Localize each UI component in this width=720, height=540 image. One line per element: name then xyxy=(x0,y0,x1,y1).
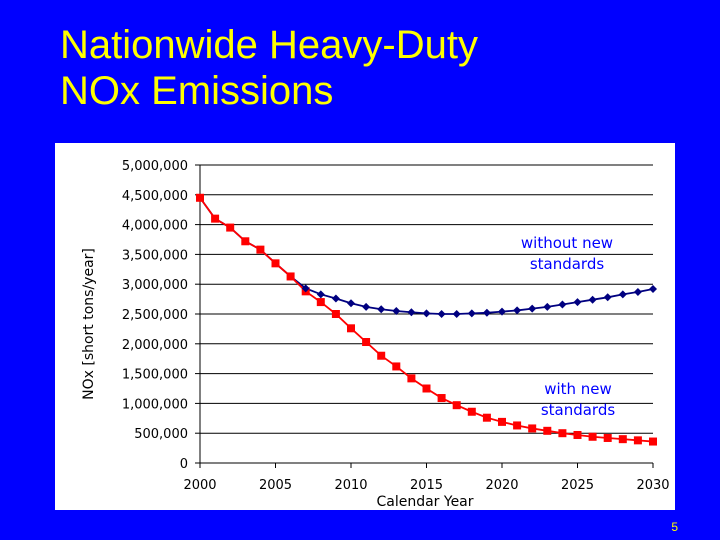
data-point-without-standards xyxy=(452,310,461,318)
data-point-with-standards xyxy=(588,432,597,441)
data-point-without-standards xyxy=(603,293,612,302)
data-point-without-standards xyxy=(362,302,371,311)
annotation-with-standards: with new xyxy=(544,380,612,398)
data-point-without-standards xyxy=(377,305,386,314)
x-tick-label: 2025 xyxy=(561,478,594,493)
data-point-with-standards xyxy=(573,430,582,439)
data-point-with-standards xyxy=(347,324,355,333)
y-tick-label: 2,000,000 xyxy=(122,338,188,353)
y-tick-label: 0 xyxy=(180,457,188,472)
y-tick-label: 4,500,000 xyxy=(122,189,188,204)
data-point-without-standards xyxy=(633,287,642,296)
data-point-without-standards xyxy=(543,302,552,311)
data-point-with-standards xyxy=(603,433,612,442)
y-tick-label: 500,000 xyxy=(134,427,188,442)
x-tick-label: 2005 xyxy=(259,478,292,493)
data-point-with-standards xyxy=(467,407,476,416)
data-point-without-standards xyxy=(618,290,627,299)
data-point-with-standards xyxy=(513,421,522,430)
data-point-with-standards xyxy=(271,259,280,268)
data-point-without-standards xyxy=(513,306,522,315)
y-tick-label: 2,500,000 xyxy=(122,308,188,323)
data-point-with-standards xyxy=(241,237,250,246)
data-point-with-standards xyxy=(528,424,537,433)
data-point-without-standards xyxy=(437,310,446,318)
data-point-without-standards xyxy=(558,300,567,309)
y-axis-title: NOx [short tons/year] xyxy=(81,248,97,400)
annotation-without-standards: standards xyxy=(530,255,605,273)
x-axis-title: Calendar Year xyxy=(376,494,473,510)
data-point-with-standards xyxy=(558,429,567,438)
data-point-without-standards xyxy=(649,284,657,293)
y-tick-label: 1,500,000 xyxy=(122,368,188,383)
x-tick-label: 2000 xyxy=(183,478,216,493)
data-point-without-standards xyxy=(407,308,416,317)
nox-emissions-chart: 0 500,000 1,000,000 1,500,000 2,000,000 2,500… xyxy=(81,159,670,510)
annotation-without-standards: without new xyxy=(521,234,613,252)
data-point-with-standards xyxy=(618,435,627,444)
data-point-without-standards xyxy=(588,295,597,304)
y-tick-label: 5,000,000 xyxy=(122,159,188,174)
data-point-without-standards xyxy=(301,284,310,293)
data-point-with-standards xyxy=(286,272,295,281)
data-point-with-standards xyxy=(211,214,220,223)
data-point-without-standards xyxy=(528,304,537,313)
x-tick-label: 2015 xyxy=(410,478,443,493)
data-point-with-standards xyxy=(362,338,371,347)
y-tick-label: 3,000,000 xyxy=(122,278,188,293)
data-point-with-standards xyxy=(649,437,657,446)
data-point-with-standards xyxy=(498,417,506,426)
data-point-with-standards xyxy=(437,394,446,403)
data-point-with-standards xyxy=(331,310,340,318)
x-tick-label: 2020 xyxy=(485,478,518,493)
data-point-with-standards xyxy=(316,298,325,307)
data-point-without-standards xyxy=(347,299,355,308)
data-point-with-standards xyxy=(422,384,431,393)
y-tick-label: 4,000,000 xyxy=(122,219,188,234)
data-point-without-standards xyxy=(316,290,325,299)
data-point-with-standards xyxy=(482,413,491,422)
data-point-with-standards xyxy=(256,245,265,254)
x-tick-label: 2010 xyxy=(334,478,367,493)
data-point-without-standards xyxy=(422,309,431,318)
data-point-without-standards xyxy=(498,307,506,316)
data-point-without-standards xyxy=(331,294,340,303)
data-point-with-standards xyxy=(377,351,386,360)
data-point-without-standards xyxy=(482,308,491,317)
data-point-without-standards xyxy=(467,309,476,318)
data-point-without-standards xyxy=(573,298,582,307)
data-point-with-standards xyxy=(196,193,204,202)
data-point-with-standards xyxy=(226,223,235,232)
data-point-without-standards xyxy=(392,307,401,316)
data-point-with-standards xyxy=(633,436,642,445)
slide-title: Nationwide Heavy-Duty NOx Emissions xyxy=(60,23,478,113)
annotation-with-standards: standards xyxy=(541,401,616,419)
y-tick-label: 3,500,000 xyxy=(122,248,188,263)
data-point-with-standards xyxy=(392,362,401,371)
data-point-with-standards xyxy=(407,374,416,383)
data-point-with-standards xyxy=(543,426,552,435)
y-tick-label: 1,000,000 xyxy=(122,397,188,412)
data-point-with-standards xyxy=(452,401,461,410)
x-tick-label: 2030 xyxy=(636,478,669,493)
chart-panel: 0 500,000 1,000,000 1,500,000 2,000,000 2,500… xyxy=(55,143,675,510)
slide-number: 5 xyxy=(671,520,678,534)
